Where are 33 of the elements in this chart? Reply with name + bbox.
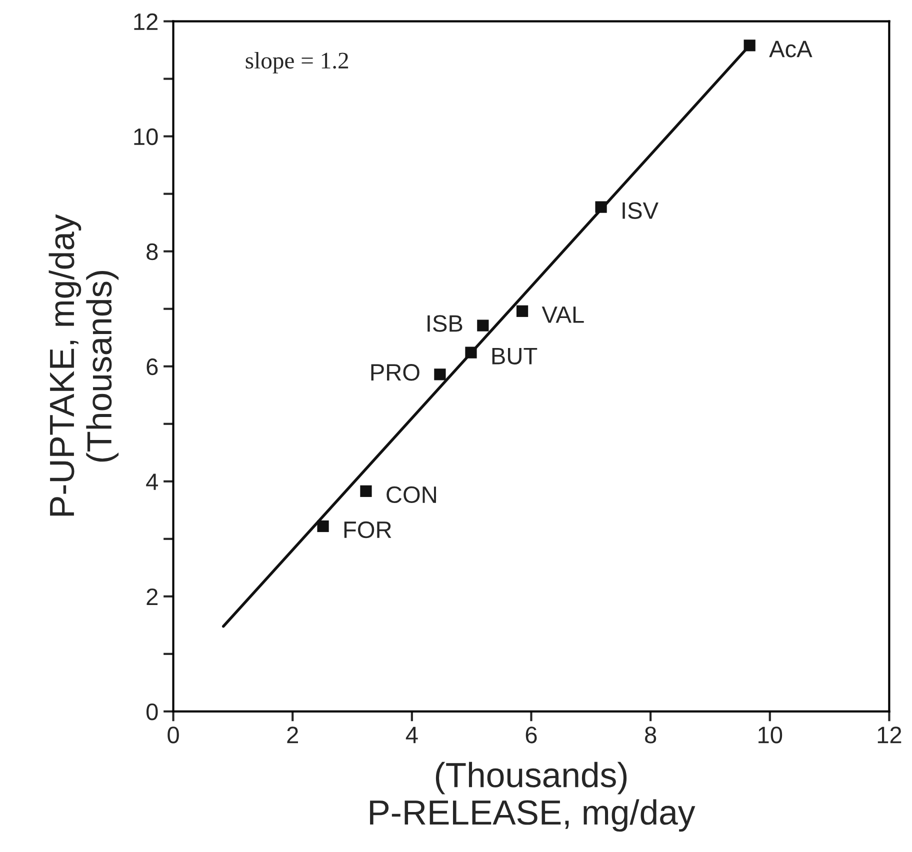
point — [477, 320, 489, 332]
x-tick-label: 12 — [878, 726, 902, 744]
annotation: AcA — [769, 40, 812, 58]
annotation: ISV — [622, 202, 658, 219]
y-tick-label: 10 — [134, 128, 158, 146]
annotation: VAL — [542, 306, 584, 323]
annotation: FOR — [344, 521, 392, 538]
y-tick-label: 8 — [146, 243, 158, 260]
point — [465, 346, 477, 358]
annotation: slope = 1.2 — [246, 52, 348, 74]
y-tick-label: 6 — [146, 358, 158, 376]
annotation: BUT — [492, 348, 538, 364]
x-tick-label: 8 — [645, 726, 656, 744]
point — [516, 305, 528, 317]
y-tick-label: 4 — [146, 474, 158, 490]
annotation: PRO — [371, 364, 420, 381]
y-tick-label: 0 — [146, 703, 158, 720]
x-tick-label: 4 — [406, 726, 418, 744]
x-tick-label: 6 — [526, 726, 537, 744]
y-tick-label: 12 — [134, 13, 158, 30]
annotation: CON — [386, 486, 436, 504]
x-tick-label: 0 — [168, 726, 179, 744]
y-axis-title: P-UPTAKE, mg/day (Thousands) — [48, 214, 119, 516]
point — [317, 520, 329, 532]
x-axis-title: (Thousands) P-RELEASE, mg/day — [370, 762, 696, 832]
x-tick-label: 2 — [287, 726, 298, 744]
annotation: ISB — [428, 315, 462, 332]
y-tick-label: 2 — [146, 588, 158, 605]
point — [434, 368, 446, 380]
x-tick-label: 10 — [758, 726, 782, 744]
point — [595, 201, 607, 213]
point — [744, 40, 756, 52]
point — [360, 485, 372, 497]
